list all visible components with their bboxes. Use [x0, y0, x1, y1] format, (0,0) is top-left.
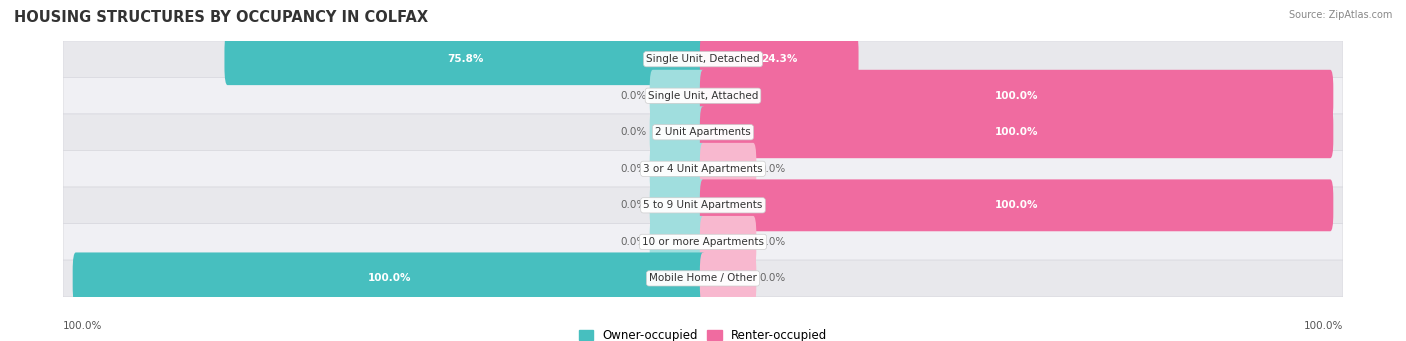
Text: 100.0%: 100.0%: [63, 321, 103, 331]
FancyBboxPatch shape: [700, 179, 1333, 231]
Text: 10 or more Apartments: 10 or more Apartments: [643, 237, 763, 247]
Text: 75.8%: 75.8%: [447, 54, 484, 64]
Text: 0.0%: 0.0%: [620, 91, 647, 101]
FancyBboxPatch shape: [700, 216, 756, 268]
FancyBboxPatch shape: [73, 252, 706, 305]
Legend: Owner-occupied, Renter-occupied: Owner-occupied, Renter-occupied: [574, 325, 832, 341]
Text: 0.0%: 0.0%: [620, 127, 647, 137]
Text: 0.0%: 0.0%: [620, 200, 647, 210]
FancyBboxPatch shape: [63, 224, 1343, 260]
FancyBboxPatch shape: [700, 143, 756, 195]
FancyBboxPatch shape: [225, 33, 706, 85]
Text: 5 to 9 Unit Apartments: 5 to 9 Unit Apartments: [644, 200, 762, 210]
Text: 0.0%: 0.0%: [759, 164, 786, 174]
Text: 100.0%: 100.0%: [995, 200, 1039, 210]
FancyBboxPatch shape: [63, 41, 1343, 77]
Text: 0.0%: 0.0%: [620, 237, 647, 247]
FancyBboxPatch shape: [650, 106, 706, 158]
Text: 100.0%: 100.0%: [367, 273, 411, 283]
Text: 100.0%: 100.0%: [995, 91, 1039, 101]
FancyBboxPatch shape: [650, 70, 706, 122]
Text: 100.0%: 100.0%: [1303, 321, 1343, 331]
FancyBboxPatch shape: [63, 260, 1343, 297]
FancyBboxPatch shape: [700, 33, 859, 85]
Text: Single Unit, Attached: Single Unit, Attached: [648, 91, 758, 101]
Text: 24.3%: 24.3%: [761, 54, 797, 64]
Text: 2 Unit Apartments: 2 Unit Apartments: [655, 127, 751, 137]
Text: Single Unit, Detached: Single Unit, Detached: [647, 54, 759, 64]
FancyBboxPatch shape: [63, 187, 1343, 224]
FancyBboxPatch shape: [650, 179, 706, 231]
Text: 0.0%: 0.0%: [620, 164, 647, 174]
FancyBboxPatch shape: [650, 216, 706, 268]
FancyBboxPatch shape: [63, 150, 1343, 187]
Text: Mobile Home / Other: Mobile Home / Other: [650, 273, 756, 283]
Text: 0.0%: 0.0%: [759, 273, 786, 283]
Text: 100.0%: 100.0%: [995, 127, 1039, 137]
FancyBboxPatch shape: [700, 252, 756, 305]
FancyBboxPatch shape: [650, 143, 706, 195]
Text: 0.0%: 0.0%: [759, 237, 786, 247]
Text: Source: ZipAtlas.com: Source: ZipAtlas.com: [1288, 10, 1392, 20]
Text: HOUSING STRUCTURES BY OCCUPANCY IN COLFAX: HOUSING STRUCTURES BY OCCUPANCY IN COLFA…: [14, 10, 429, 25]
FancyBboxPatch shape: [63, 114, 1343, 150]
Text: 3 or 4 Unit Apartments: 3 or 4 Unit Apartments: [643, 164, 763, 174]
FancyBboxPatch shape: [700, 70, 1333, 122]
FancyBboxPatch shape: [63, 77, 1343, 114]
FancyBboxPatch shape: [700, 106, 1333, 158]
